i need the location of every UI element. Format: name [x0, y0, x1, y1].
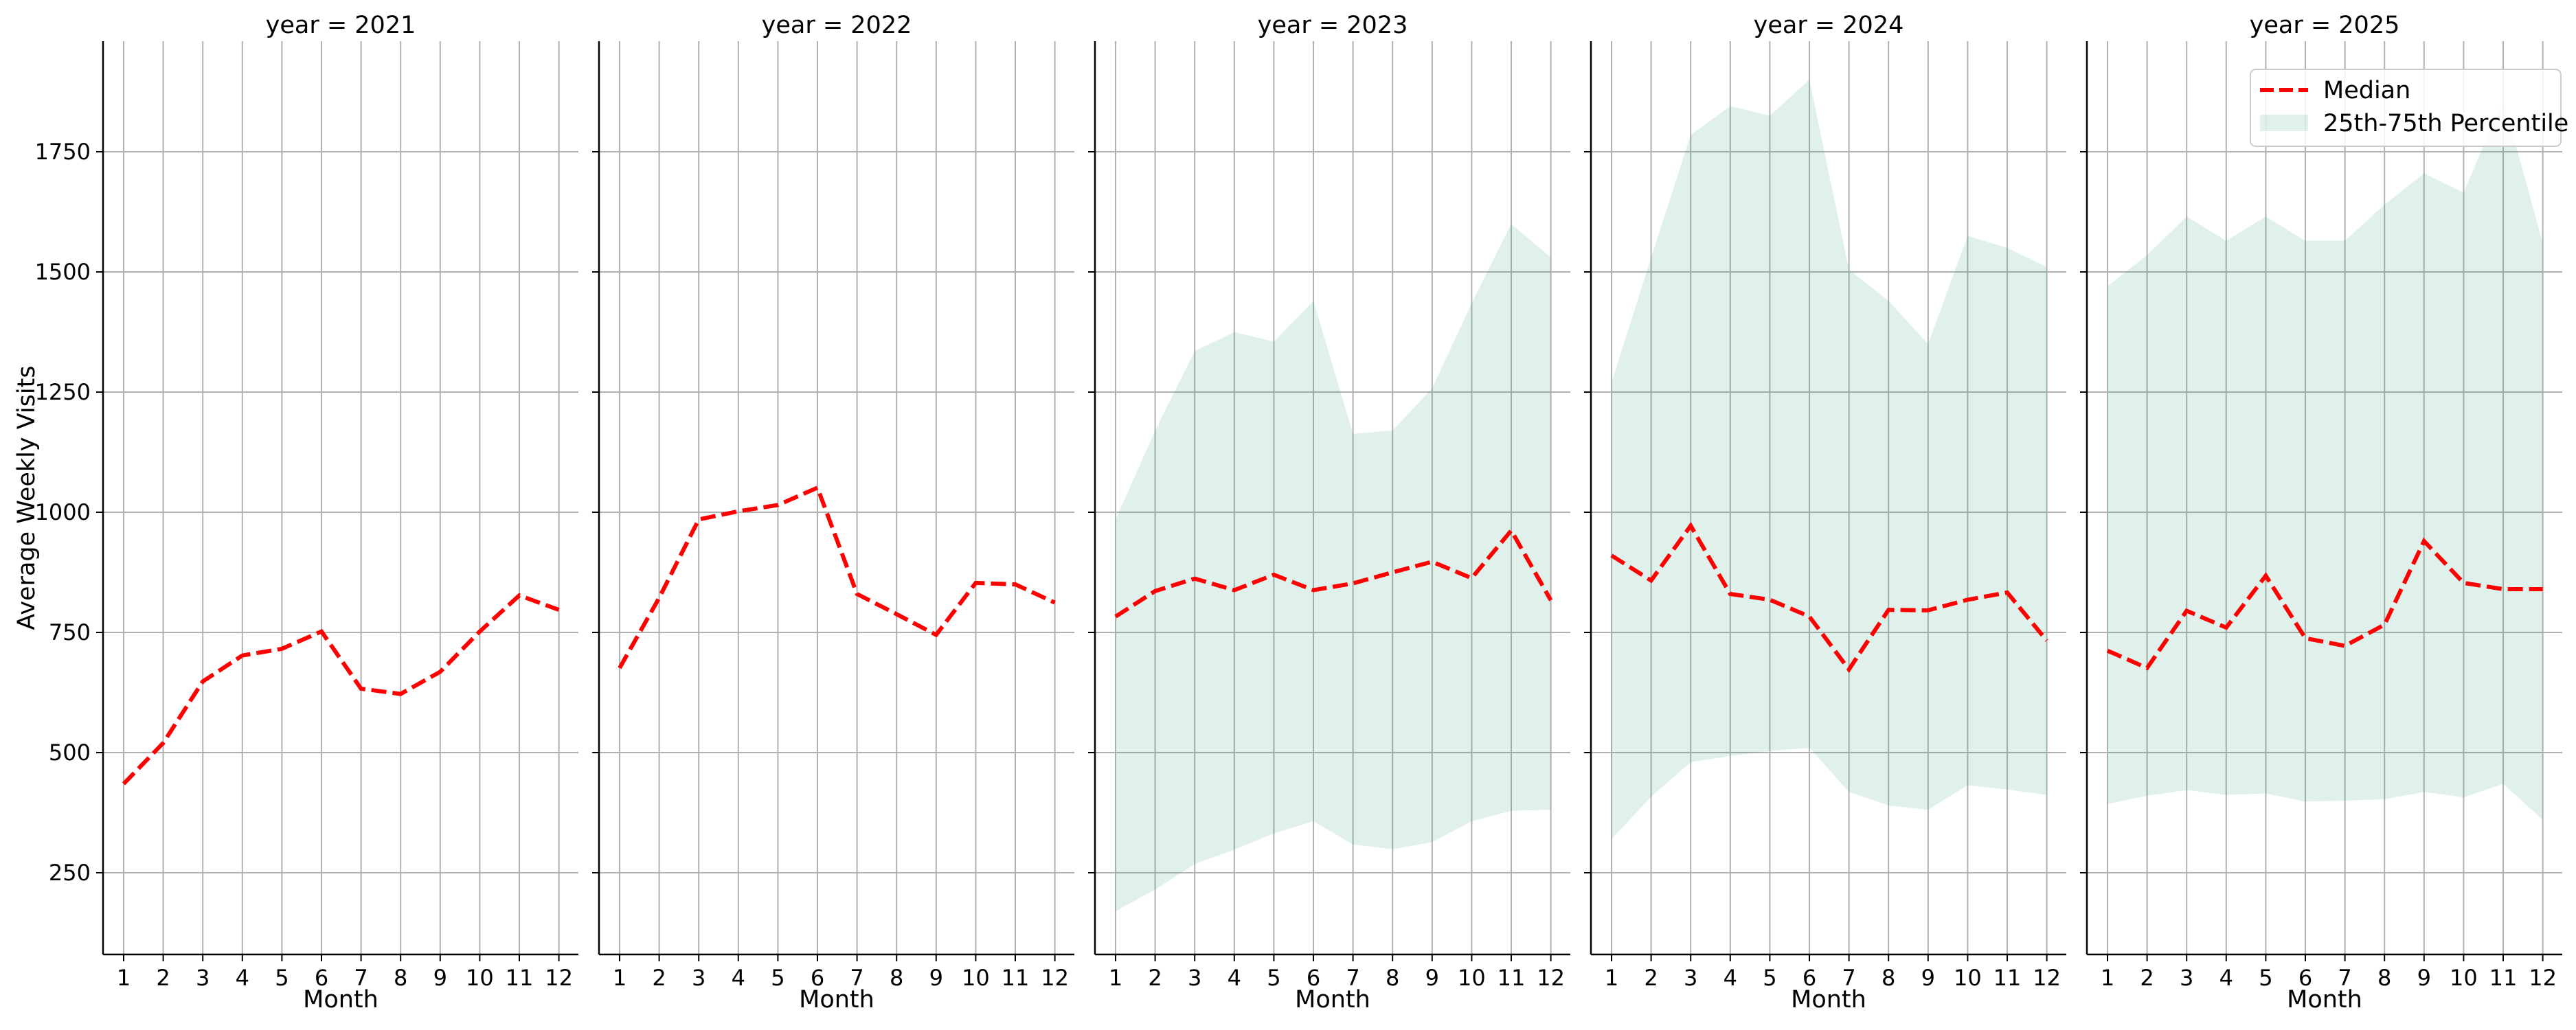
x-tick-label: 5	[1267, 965, 1280, 991]
x-tick-label: 10	[1954, 965, 1982, 991]
x-tick-label: 3	[196, 965, 210, 991]
legend-label: 25th-75th Percentile	[2323, 110, 2568, 137]
x-tick-label: 1	[2101, 965, 2114, 991]
x-tick-label: 11	[1498, 965, 1526, 991]
x-tick-label: 7	[2338, 965, 2351, 991]
x-tick-label: 4	[1724, 965, 1737, 991]
x-tick-label: 4	[732, 965, 745, 991]
x-tick-label: 11	[506, 965, 534, 991]
x-tick-label: 9	[929, 965, 943, 991]
x-tick-label: 6	[1307, 965, 1320, 991]
legend-band-swatch	[2260, 115, 2308, 131]
x-tick-label: 8	[2377, 965, 2391, 991]
median-line	[618, 485, 1056, 670]
y-tick-label: 1750	[35, 139, 91, 165]
legend-box	[2250, 69, 2562, 147]
x-tick-label: 5	[1763, 965, 1776, 991]
x-tick-label: 3	[1188, 965, 1201, 991]
x-tick-label: 8	[1386, 965, 1399, 991]
x-tick-label: 6	[811, 965, 824, 991]
x-tick-label: 10	[466, 965, 494, 991]
panel-title: year = 2023	[1258, 12, 1408, 39]
panel-title: year = 2022	[762, 12, 912, 39]
x-tick-label: 8	[890, 965, 903, 991]
x-tick-label: 2	[1148, 965, 1162, 991]
x-tick-label: 3	[1684, 965, 1697, 991]
x-tick-label: 12	[1041, 965, 1069, 991]
x-tick-label: 8	[394, 965, 407, 991]
x-tick-label: 4	[236, 965, 249, 991]
y-tick-label: 1250	[35, 379, 91, 405]
legend: Median 25th-75th Percentile	[2250, 69, 2568, 147]
median-line	[1610, 522, 2048, 674]
x-tick-label: 7	[850, 965, 863, 991]
x-axis-label: Month	[1791, 986, 1866, 1014]
percentile-band	[2108, 99, 2543, 820]
x-tick-label: 4	[2219, 965, 2233, 991]
x-tick-label: 12	[2033, 965, 2061, 991]
x-axis-label: Month	[799, 986, 874, 1014]
x-tick-label: 7	[354, 965, 368, 991]
y-tick-label: 500	[49, 740, 91, 766]
x-tick-label: 12	[2529, 965, 2557, 991]
x-axis-label: Month	[1295, 986, 1370, 1014]
x-tick-label: 2	[156, 965, 170, 991]
x-tick-label: 12	[545, 965, 573, 991]
legend-label: Median	[2323, 77, 2410, 104]
x-tick-label: 12	[1537, 965, 1565, 991]
x-axis-label: Month	[303, 986, 379, 1014]
x-tick-label: 9	[1921, 965, 1935, 991]
x-tick-label: 9	[433, 965, 447, 991]
panel-title: year = 2025	[2250, 12, 2400, 39]
x-tick-label: 3	[692, 965, 705, 991]
median-line	[122, 593, 560, 786]
panel-0: 1 2 3 4 5 6 7 8 9 10 11 122505007501000125015001750…	[35, 12, 578, 1014]
panel-title: year = 2024	[1754, 12, 1904, 39]
x-tick-label: 1	[117, 965, 131, 991]
x-tick-label: 3	[2180, 965, 2193, 991]
x-tick-label: 11	[1993, 965, 2022, 991]
x-tick-label: 6	[315, 965, 328, 991]
percentile-band	[1612, 80, 2047, 839]
x-tick-label: 11	[2489, 965, 2518, 991]
x-tick-label: 11	[1002, 965, 1030, 991]
x-tick-label: 10	[1458, 965, 1486, 991]
x-axis-label: Month	[2287, 986, 2362, 1014]
x-tick-label: 4	[1228, 965, 1241, 991]
x-tick-label: 10	[2450, 965, 2478, 991]
x-tick-label: 6	[2298, 965, 2312, 991]
x-tick-label: 9	[1425, 965, 1439, 991]
y-tick-label: 1500	[35, 259, 91, 285]
panel-title: year = 2021	[266, 12, 416, 39]
x-tick-label: 1	[1605, 965, 1618, 991]
y-tick-label: 250	[49, 860, 91, 886]
x-tick-label: 7	[1842, 965, 1855, 991]
x-tick-label: 8	[1882, 965, 1895, 991]
x-tick-label: 1	[1109, 965, 1122, 991]
x-tick-label: 9	[2417, 965, 2431, 991]
y-tick-label: 750	[49, 619, 91, 645]
y-axis-label: Average Weekly Visits	[13, 365, 41, 630]
percentile-band	[1116, 224, 1551, 911]
x-tick-label: 1	[613, 965, 626, 991]
x-tick-label: 10	[962, 965, 990, 991]
x-tick-label: 6	[1803, 965, 1816, 991]
x-tick-label: 2	[652, 965, 666, 991]
x-tick-label: 5	[2259, 965, 2272, 991]
x-tick-label: 2	[1644, 965, 1658, 991]
x-tick-label: 7	[1346, 965, 1359, 991]
median-line	[1114, 527, 1553, 619]
x-tick-label: 5	[275, 965, 289, 991]
y-tick-label: 1000	[35, 499, 91, 525]
median-line	[2106, 537, 2543, 671]
x-tick-label: 5	[771, 965, 784, 991]
x-tick-label: 2	[2140, 965, 2154, 991]
